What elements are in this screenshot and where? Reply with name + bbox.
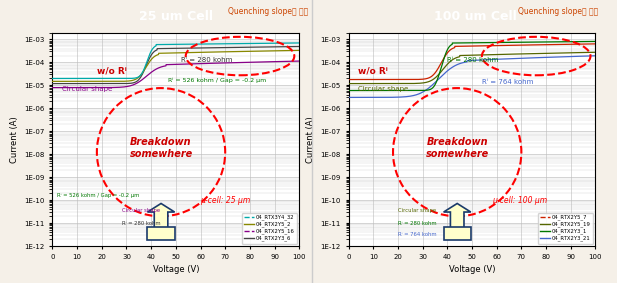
Text: Circular shape: Circular shape xyxy=(122,208,160,213)
Text: μ-cell: 25 μm: μ-cell: 25 μm xyxy=(201,196,251,205)
Text: μ-cell: 100 μm: μ-cell: 100 μm xyxy=(492,196,547,205)
Y-axis label: Current (A): Current (A) xyxy=(10,116,19,163)
Text: 100 um Cell: 100 um Cell xyxy=(434,10,516,23)
Bar xyxy=(147,227,175,240)
Text: Circular shape: Circular shape xyxy=(398,208,436,213)
Text: Rⁱ = 764 kohm: Rⁱ = 764 kohm xyxy=(398,231,437,237)
Text: Breakdown
somewhere: Breakdown somewhere xyxy=(130,137,193,159)
Text: w/o Rⁱ: w/o Rⁱ xyxy=(97,66,126,75)
FancyArrow shape xyxy=(147,203,175,231)
Text: Quenching slope로 추정: Quenching slope로 추정 xyxy=(518,7,598,16)
X-axis label: Voltage (V): Voltage (V) xyxy=(152,265,199,275)
Text: 25 um Cell: 25 um Cell xyxy=(139,10,213,23)
Y-axis label: Current (A): Current (A) xyxy=(306,116,315,163)
Text: Rⁱ = 526 kohm / Gap = -0.2 μm: Rⁱ = 526 kohm / Gap = -0.2 μm xyxy=(57,193,140,198)
Bar xyxy=(444,227,471,240)
Legend: 04_RTX2Y5_7, 04_RTX2Y5_19, 04_RTX2Y3_1, 04_RTX2Y3_21: 04_RTX2Y5_7, 04_RTX2Y5_19, 04_RTX2Y3_1, … xyxy=(538,213,593,244)
Text: Rⁱ = 526 kohm / Gap = -0.2 μm: Rⁱ = 526 kohm / Gap = -0.2 μm xyxy=(168,77,267,83)
Text: Rⁱ = 764 kohm: Rⁱ = 764 kohm xyxy=(482,79,533,85)
Text: Rⁱ = 280 kohm: Rⁱ = 280 kohm xyxy=(122,221,160,226)
Text: Rⁱ = 280 kohm: Rⁱ = 280 kohm xyxy=(447,57,499,63)
Text: Circular shape: Circular shape xyxy=(62,86,112,92)
Text: Rⁱ = 280 kohm: Rⁱ = 280 kohm xyxy=(181,57,232,63)
Text: Quenching slope로 추정: Quenching slope로 추정 xyxy=(228,7,308,16)
Text: Circular shape: Circular shape xyxy=(358,86,408,92)
FancyArrow shape xyxy=(444,203,471,231)
Legend: 04_RTX3Y4_32, 04_RTX2Y5_2, 04_RTX2Y5_16, 04_RTX2Y3_6: 04_RTX3Y4_32, 04_RTX2Y5_2, 04_RTX2Y5_16,… xyxy=(242,213,297,244)
Text: Breakdown
somewhere: Breakdown somewhere xyxy=(426,137,489,159)
Text: Rⁱ = 280 kohm: Rⁱ = 280 kohm xyxy=(398,221,437,226)
Text: w/o Rⁱ: w/o Rⁱ xyxy=(358,66,388,75)
X-axis label: Voltage (V): Voltage (V) xyxy=(449,265,495,275)
